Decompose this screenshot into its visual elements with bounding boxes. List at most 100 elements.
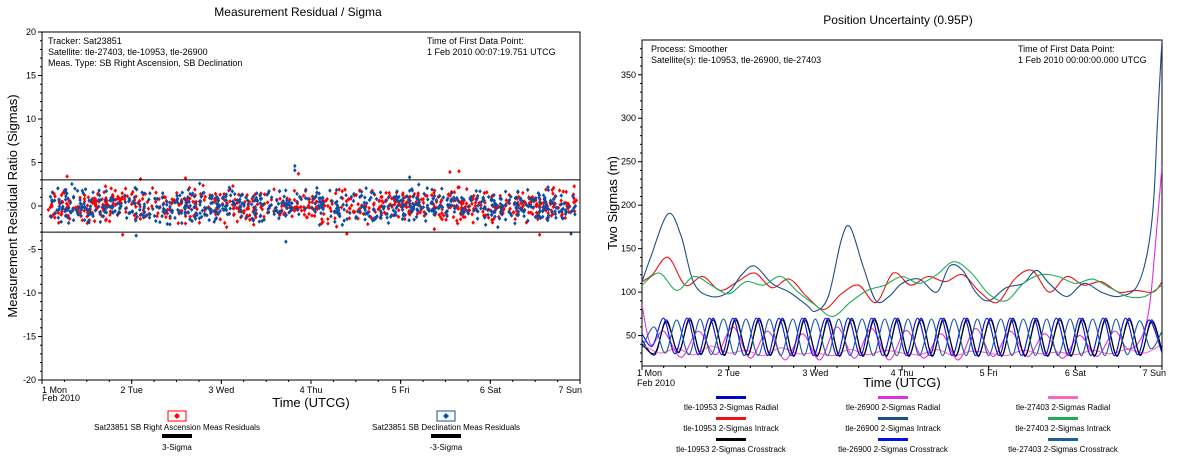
residual-point (50, 204, 54, 209)
residual-point (139, 212, 144, 217)
y-axis-label: Measurement Residual Ratio (Sigmas) (5, 94, 20, 317)
residual-point (438, 215, 443, 220)
residual-point (231, 206, 236, 211)
residual-point (515, 205, 520, 211)
residual-point (63, 209, 67, 214)
residual-point (210, 193, 215, 198)
residual-point (467, 208, 472, 213)
residual-point (198, 198, 203, 204)
residual-point (387, 190, 391, 196)
residual-point (53, 211, 58, 216)
residual-point (316, 203, 321, 208)
residual-point (82, 208, 87, 213)
residual-point (563, 215, 568, 221)
residual-point (347, 206, 352, 211)
legend-swatch (1048, 417, 1078, 420)
residual-point (395, 189, 399, 194)
residual-point (284, 205, 289, 211)
legend-label: tle-27403 2-Sigmas Radial (1016, 403, 1110, 412)
residual-point (381, 206, 386, 212)
residual-point (295, 191, 299, 197)
residual-point (228, 193, 233, 198)
residual-point (426, 207, 430, 212)
residual-point (71, 194, 76, 199)
residual-point (85, 210, 90, 215)
residual-point (534, 204, 539, 209)
residual-point (142, 191, 146, 196)
residual-point (324, 198, 328, 203)
residual-outlier (296, 171, 301, 177)
legend-swatch (1048, 438, 1078, 441)
residual-point (221, 194, 226, 200)
residual-point (168, 204, 172, 210)
residual-point (215, 204, 220, 209)
residual-point (88, 209, 92, 215)
residual-point (272, 211, 277, 217)
residual-point (328, 188, 332, 193)
residual-point (453, 198, 458, 203)
residual-point (537, 199, 542, 205)
residual-point (240, 192, 245, 197)
residual-point (400, 192, 405, 198)
residual-point (303, 195, 308, 201)
residual-point (224, 198, 228, 203)
residual-point (87, 198, 91, 203)
residual-point (385, 215, 389, 220)
residual-point (457, 185, 461, 190)
residual-point (115, 212, 120, 218)
residual-point (573, 212, 577, 217)
residual-point (104, 210, 109, 215)
residual-point (80, 218, 85, 223)
residual-point (174, 198, 179, 203)
residual-point (482, 190, 487, 196)
residual-point (417, 200, 422, 205)
residual-point (292, 208, 297, 213)
residual-point (407, 195, 411, 200)
residual-point (246, 206, 251, 211)
residual-point (307, 205, 312, 210)
residual-point (107, 204, 112, 209)
residual-point (313, 201, 317, 206)
residual-point (238, 193, 243, 198)
residual-point (367, 205, 371, 211)
residual-point (390, 203, 394, 208)
residual-point (310, 213, 314, 218)
residual-point (138, 216, 143, 222)
residual-point (160, 213, 164, 219)
residual-point (262, 217, 266, 222)
residual-point (281, 199, 286, 204)
residual-point (279, 201, 284, 206)
residual-point (396, 208, 401, 213)
legend-swatch (716, 438, 746, 441)
legend-marker-ra (174, 413, 180, 419)
residual-point (521, 203, 526, 208)
legend-swatch (878, 417, 908, 420)
residual-point (497, 216, 502, 221)
residual-point (282, 194, 286, 199)
series-line (642, 261, 1162, 317)
residual-point (432, 212, 436, 217)
residual-point (312, 213, 317, 219)
residual-point (389, 196, 394, 201)
residual-point (330, 199, 335, 204)
residual-point (319, 210, 323, 216)
residual-point (564, 189, 569, 195)
residual-point (123, 186, 128, 191)
residual-point (242, 203, 246, 209)
residual-point (56, 220, 61, 225)
residual-point (417, 202, 422, 208)
residual-point (544, 202, 549, 208)
residual-point (546, 187, 551, 193)
residual-point (251, 205, 256, 210)
residual-point (506, 200, 511, 205)
residual-point (416, 182, 421, 187)
residual-point (58, 200, 63, 205)
residual-point (173, 215, 177, 221)
residual-point (479, 203, 483, 208)
residual-point (529, 199, 533, 205)
residual-point (134, 204, 138, 209)
residual-point (295, 207, 299, 212)
residual-point (202, 208, 207, 213)
x-tick-label: 4 Thu (300, 385, 323, 395)
residual-point (158, 220, 162, 225)
